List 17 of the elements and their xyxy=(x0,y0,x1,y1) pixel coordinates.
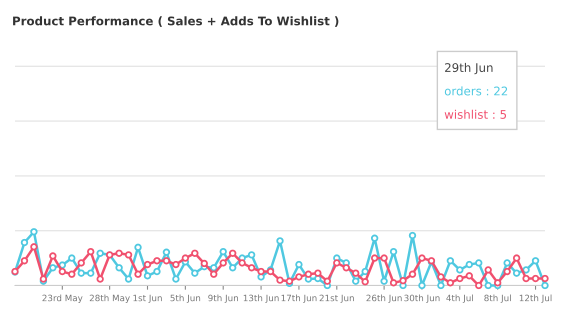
x-tick-label: 1st Jun xyxy=(133,294,162,303)
text: 29th Jun xyxy=(445,62,493,74)
x-tick-label: 23rd May xyxy=(42,294,83,303)
text: wishlist : 5 xyxy=(444,110,506,119)
x-tick-label: 30th Jun xyxy=(404,294,440,303)
x-tick-label: 17th Jun xyxy=(282,294,316,303)
x-tick-label: 28th May xyxy=(90,294,130,303)
x-tick-label: 8th Jul xyxy=(484,294,511,303)
chart-title: Product Performance ( Sales + Adds To Wishlist ) xyxy=(13,16,338,27)
x-tick-label: 21st Jun xyxy=(320,294,354,303)
x-tick-label: 12th Jul xyxy=(520,294,552,303)
x-tick-label: 4th Jul xyxy=(446,294,473,303)
x-tick-label: 9th Jun xyxy=(208,294,238,303)
x-tick-label: 5th Jun xyxy=(170,294,200,303)
x-tick-label: 13th Jun xyxy=(244,294,279,303)
x-tick-label: 26th Jun xyxy=(366,294,402,303)
text: orders : 22 xyxy=(444,86,508,96)
